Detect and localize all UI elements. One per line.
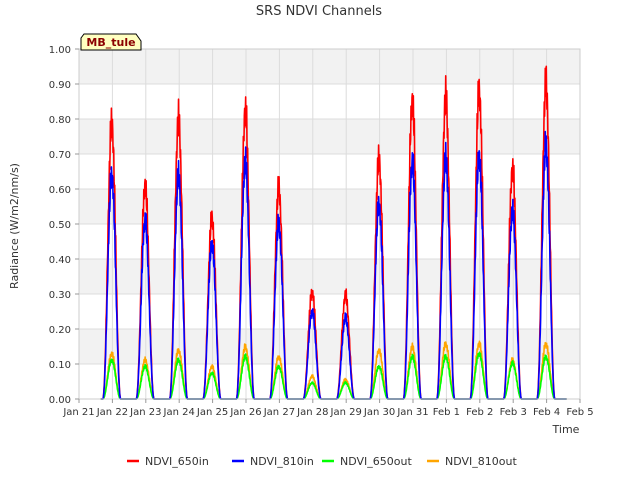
plot-band [79, 49, 580, 84]
y-tick-label: 1.00 [49, 45, 71, 56]
x-tick-labels: Jan 21 Jan 22 Jan 23 Jan 24 Jan 25 Jan 26 Jan … [62, 399, 594, 418]
x-tick-label: Jan 21 [62, 407, 94, 418]
x-tick-label: Jan 31 [396, 407, 428, 418]
legend-label: NDVI_810out [445, 455, 517, 468]
legend-label: NDVI_650in [145, 455, 209, 468]
x-tick-label: Feb 3 [500, 407, 527, 418]
x-tick-label: Jan 28 [296, 407, 328, 418]
y-tick-label: 0.90 [49, 80, 71, 91]
x-tick-label: Jan 30 [363, 407, 395, 418]
x-tick-label: Jan 27 [263, 407, 295, 418]
x-tick-label: Jan 23 [129, 407, 161, 418]
y-tick-label: 0.20 [49, 325, 71, 336]
annotation-label: MB_tule [86, 36, 135, 49]
legend: NDVI_650in NDVI_810in NDVI_650out NDVI_810o… [127, 455, 517, 468]
annotation-box: MB_tule [80, 33, 142, 51]
y-tick-label: 0.50 [49, 220, 71, 231]
x-tick-label: Jan 29 [330, 407, 362, 418]
y-tick-label: 0.00 [49, 395, 71, 406]
y-tick-label: 0.80 [49, 115, 71, 126]
legend-label: NDVI_650out [340, 455, 412, 468]
y-tick-label: 0.30 [49, 290, 71, 301]
x-tick-label: Jan 22 [96, 407, 128, 418]
plot-band [79, 329, 580, 364]
x-axis-label: Time [552, 423, 580, 436]
x-tick-label: Feb 1 [433, 407, 460, 418]
plot-band [79, 259, 580, 294]
x-tick-label: Feb 5 [566, 407, 593, 418]
plot-band [79, 189, 580, 224]
y-tick-label: 0.40 [49, 255, 71, 266]
y-tick-label: 0.60 [49, 185, 71, 196]
legend-label: NDVI_810in [250, 455, 314, 468]
plot-band [79, 119, 580, 154]
x-tick-label: Jan 26 [229, 407, 261, 418]
x-tick-label: Feb 2 [466, 407, 493, 418]
x-tick-label: Feb 4 [533, 407, 560, 418]
x-tick-label: Jan 24 [163, 407, 195, 418]
y-axis-label: Radiance (W/m2/nm/s) [8, 163, 21, 289]
y-tick-label: 0.10 [49, 360, 71, 371]
y-tick-label: 0.70 [49, 150, 71, 161]
annotation-box-shape [80, 33, 142, 51]
x-tick-label: Jan 25 [196, 407, 228, 418]
y-tick-labels: 0.00 0.10 0.20 0.30 0.40 0.50 0.60 0.70 0.80 0.90… [49, 45, 79, 406]
chart-title: SRS NDVI Channels [256, 4, 382, 19]
